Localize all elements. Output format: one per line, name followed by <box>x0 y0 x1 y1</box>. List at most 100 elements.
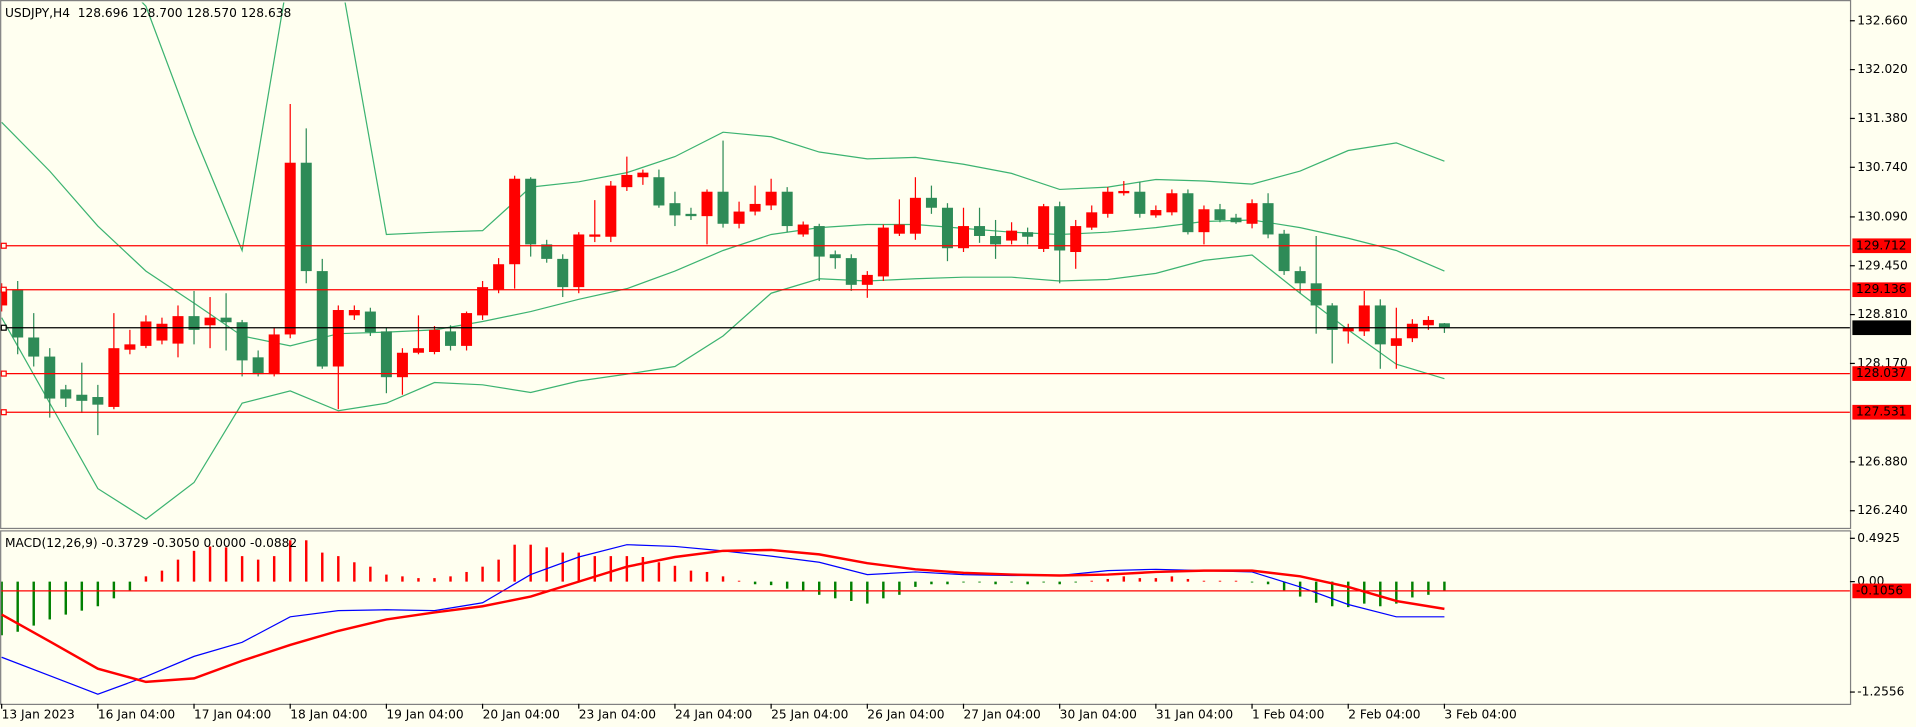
x-tick-label: 27 Jan 04:00 <box>963 707 1040 721</box>
histogram-bar <box>946 581 949 585</box>
histogram-bar <box>1106 578 1109 582</box>
candle-body <box>733 211 745 224</box>
histogram-bar <box>1058 581 1061 585</box>
level-anchor <box>0 286 7 293</box>
level-label: 129.136 <box>1856 282 1906 296</box>
histogram-bar <box>1395 581 1398 604</box>
candle-body <box>845 258 857 285</box>
candle-body <box>541 244 553 259</box>
candle-body <box>877 227 889 277</box>
histogram-bar <box>818 581 821 595</box>
level-label-box <box>1852 404 1912 420</box>
candle-body <box>1086 212 1098 228</box>
level-label: 128.638 <box>1856 320 1906 334</box>
histogram-bar <box>256 559 260 582</box>
x-tick-label: 16 Jan 04:00 <box>98 707 175 721</box>
histogram-bar <box>80 581 84 611</box>
histogram-bar <box>401 576 404 582</box>
x-tick-label: 30 Jan 04:00 <box>1060 707 1137 721</box>
candle-body <box>44 356 56 399</box>
pane <box>0 2 1850 520</box>
histogram-bar <box>801 581 805 592</box>
candle-body <box>236 322 248 361</box>
candle-body <box>252 357 264 375</box>
histogram-bar <box>513 544 516 582</box>
candle-body <box>477 287 489 316</box>
candle-body <box>1294 271 1306 284</box>
histogram-bar <box>1427 581 1430 595</box>
histogram-bar <box>1010 581 1013 583</box>
histogram-bar <box>48 581 51 620</box>
candle-body <box>380 331 392 378</box>
candle-body <box>1054 206 1066 251</box>
candle-body <box>1006 230 1018 241</box>
candle-body <box>589 234 601 237</box>
histogram-bar <box>753 581 757 585</box>
x-tick-label: 25 Jan 04:00 <box>771 707 848 721</box>
y-tick-label: 128.810 <box>1857 307 1907 321</box>
candle-body <box>925 197 937 208</box>
histogram-bar <box>337 556 340 582</box>
level-anchor <box>0 409 7 416</box>
histogram-bar <box>1170 576 1174 582</box>
histogram-bar <box>1443 581 1446 592</box>
candle-body <box>1038 206 1050 249</box>
histogram-bar <box>240 556 244 582</box>
candle-body <box>0 289 8 306</box>
histogram-bar <box>208 546 212 582</box>
histogram-bar <box>0 581 3 636</box>
level-label-box <box>1852 366 1912 381</box>
histogram-bar <box>689 570 693 582</box>
histogram-bar <box>898 581 901 595</box>
candle-body <box>1102 191 1114 214</box>
histogram-bar <box>433 578 436 582</box>
histogram-bar <box>1347 581 1350 608</box>
candle-body <box>1118 190 1130 194</box>
histogram-bar <box>321 552 324 582</box>
histogram-bar <box>1074 581 1077 583</box>
histogram-bar <box>593 556 597 582</box>
histogram-bar <box>481 566 484 582</box>
candle-body <box>653 177 665 206</box>
candle-body <box>1438 323 1450 328</box>
x-tick-label: 13 Jan 2023 <box>2 707 75 721</box>
y-tick-label: -1.2556 <box>1857 685 1904 699</box>
candle-body <box>1134 191 1146 214</box>
bollinger-lower <box>1 254 1445 520</box>
histogram-bar <box>497 559 500 582</box>
pane-title: MACD(12,26,9) -0.3729 -0.3050 0.0000 -0.… <box>5 536 297 550</box>
candle-body <box>92 397 104 405</box>
candle-body <box>958 226 969 249</box>
histogram-bar <box>866 581 869 604</box>
candle-body <box>909 197 921 234</box>
level-label-box <box>1852 583 1912 599</box>
histogram-bar <box>64 581 68 615</box>
candle-body <box>765 191 777 206</box>
candle-body <box>1358 305 1370 332</box>
candle-body <box>76 394 88 401</box>
candle-body <box>637 172 649 178</box>
candle-body <box>1310 283 1322 306</box>
histogram-bar <box>369 566 372 582</box>
candle-body <box>28 337 40 357</box>
candle-body <box>1070 226 1082 253</box>
candle-body <box>974 226 986 236</box>
histogram-bar <box>962 581 965 583</box>
candle-body <box>941 207 953 249</box>
histogram-bar <box>705 571 709 582</box>
candle-body <box>1150 210 1162 216</box>
candle-body <box>990 235 1002 245</box>
candle-body <box>749 203 761 212</box>
histogram-bar <box>288 540 292 582</box>
candle-body <box>284 162 296 335</box>
histogram-bar <box>1026 581 1029 585</box>
histogram-bar <box>657 562 661 582</box>
histogram-bar <box>737 580 741 582</box>
x-tick-label: 20 Jan 04:00 <box>483 707 560 721</box>
histogram-bar <box>1186 578 1190 582</box>
candle-body <box>557 258 569 288</box>
histogram-bar <box>529 544 532 582</box>
candle-body <box>685 213 697 217</box>
histogram-bar <box>1282 581 1286 591</box>
